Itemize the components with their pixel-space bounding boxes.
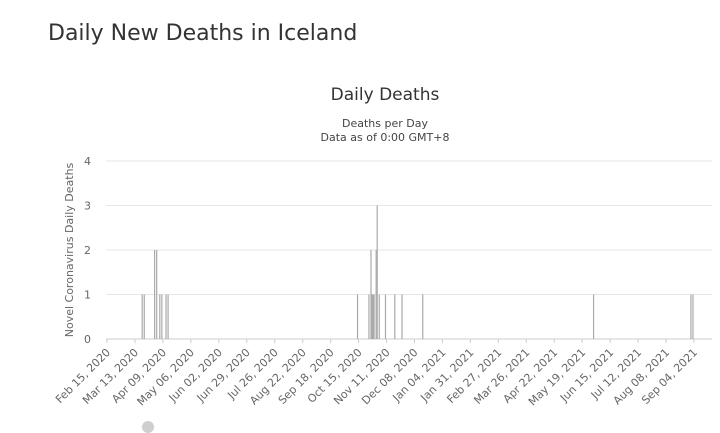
y-axis-label: Novel Coronavirus Daily Deaths — [63, 162, 76, 337]
y-tick-label: 3 — [84, 200, 91, 213]
page-title: Daily New Deaths in Iceland — [48, 21, 358, 46]
chart-subtitle-line-2: Data as of 0:00 GMT+8 — [320, 131, 450, 144]
bar — [141, 294, 143, 339]
y-tick-label: 4 — [84, 155, 91, 168]
bar — [692, 294, 694, 339]
chart-title: Daily Deaths — [330, 85, 440, 105]
chart-subtitle: Deaths per Day Data as of 0:00 GMT+8 — [0, 117, 720, 145]
chart-subtitle-line-1: Deaths per Day — [342, 117, 428, 130]
bar — [401, 294, 403, 339]
bar — [356, 294, 359, 339]
y-tick-label: 2 — [84, 244, 91, 257]
legend-marker[interactable] — [142, 421, 154, 433]
bar — [156, 250, 158, 339]
bar — [370, 250, 372, 339]
y-tick-label: 0 — [84, 333, 91, 346]
bar — [422, 294, 424, 339]
bar — [371, 294, 373, 339]
bar — [373, 294, 375, 339]
bar — [690, 294, 692, 339]
bar — [167, 294, 169, 339]
bar — [376, 205, 378, 339]
bar — [165, 294, 167, 339]
bar — [161, 294, 163, 339]
bar — [394, 294, 396, 339]
bar — [368, 294, 370, 339]
bar — [384, 294, 387, 339]
bar — [143, 294, 145, 339]
y-tick-label: 1 — [84, 289, 91, 302]
bar — [375, 250, 377, 339]
bar — [154, 250, 156, 339]
bar — [592, 294, 595, 339]
bar — [372, 294, 374, 339]
bar — [159, 294, 161, 339]
bar — [378, 294, 380, 339]
